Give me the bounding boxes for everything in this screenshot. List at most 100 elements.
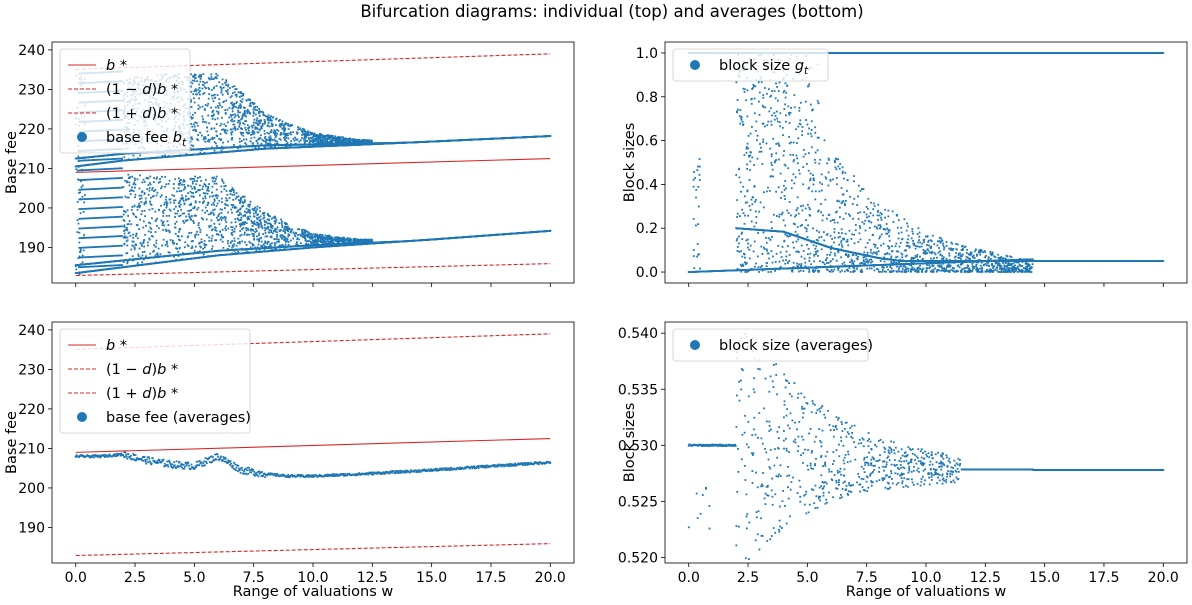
scatter-point bbox=[239, 146, 241, 149]
scatter-point bbox=[221, 93, 224, 96]
scatter-point bbox=[302, 133, 305, 135]
scatter-point bbox=[226, 129, 229, 132]
scatter-point bbox=[210, 229, 213, 232]
scatter-point bbox=[254, 231, 257, 233]
scatter-point bbox=[200, 75, 202, 78]
scatter-point bbox=[320, 136, 323, 138]
scatter-point bbox=[219, 133, 222, 135]
scatter-point bbox=[227, 83, 230, 86]
scatter-point bbox=[310, 242, 313, 245]
scatter-point bbox=[287, 144, 289, 146]
scatter-point bbox=[256, 109, 259, 111]
scatter-point bbox=[207, 190, 210, 192]
scatter-point bbox=[269, 226, 272, 229]
scatter-point bbox=[247, 210, 250, 213]
scatter-point bbox=[240, 132, 243, 134]
scatter-point bbox=[222, 86, 225, 89]
scatter-point bbox=[316, 244, 319, 247]
scatter-point bbox=[191, 180, 194, 183]
scatter-point bbox=[314, 243, 316, 246]
scatter-point bbox=[301, 229, 303, 231]
scatter-point bbox=[213, 226, 216, 229]
scatter-point bbox=[285, 136, 288, 139]
scatter-point bbox=[126, 181, 128, 184]
scatter-point bbox=[185, 198, 187, 201]
scatter-point bbox=[157, 227, 160, 230]
scatter-point bbox=[294, 136, 297, 139]
scatter-point bbox=[312, 138, 314, 140]
scatter-point bbox=[197, 75, 200, 78]
scatter-point bbox=[274, 227, 277, 230]
scatter-point bbox=[143, 250, 146, 253]
scatter-point bbox=[239, 111, 241, 114]
scatter-point bbox=[211, 185, 214, 188]
scatter-point bbox=[203, 243, 206, 245]
scatter-point bbox=[218, 219, 220, 221]
scatter-point bbox=[202, 93, 204, 95]
scatter-point bbox=[274, 221, 277, 223]
scatter-point bbox=[225, 190, 228, 192]
scatter-point bbox=[221, 78, 224, 81]
scatter-point bbox=[232, 204, 235, 206]
scatter-point bbox=[149, 175, 152, 178]
scatter-point bbox=[339, 243, 342, 245]
scatter-point bbox=[296, 241, 298, 244]
scatter-point bbox=[236, 242, 239, 244]
scatter-point bbox=[246, 109, 249, 111]
scatter-point bbox=[155, 218, 158, 221]
scatter-point bbox=[193, 97, 195, 100]
scatter-point bbox=[161, 155, 164, 157]
scatter-point bbox=[126, 196, 129, 199]
scatter-point bbox=[311, 136, 314, 139]
scatter-point bbox=[213, 93, 216, 96]
scatter-point bbox=[225, 197, 227, 200]
scatter-point bbox=[269, 142, 271, 145]
scatter-point bbox=[178, 231, 180, 233]
scatter-point bbox=[132, 236, 134, 239]
scatter-point bbox=[290, 228, 292, 231]
scatter-point bbox=[201, 115, 204, 118]
scatter-point bbox=[143, 193, 146, 195]
scatter-point bbox=[162, 220, 165, 223]
scatter-point bbox=[199, 80, 202, 83]
scatter-point bbox=[149, 226, 152, 229]
scatter-point bbox=[246, 112, 249, 115]
scatter-point bbox=[233, 227, 236, 230]
scatter-point bbox=[280, 229, 282, 231]
scatter-point bbox=[139, 242, 142, 244]
scatter-point bbox=[156, 176, 158, 179]
scatter-point bbox=[257, 234, 260, 237]
scatter-point bbox=[161, 185, 163, 188]
scatter-point bbox=[252, 228, 254, 231]
scatter-point bbox=[259, 110, 262, 113]
scatter-point bbox=[308, 141, 311, 144]
scatter-point bbox=[342, 239, 344, 241]
scatter-point bbox=[294, 142, 297, 145]
scatter-point bbox=[132, 245, 135, 248]
scatter-point bbox=[296, 237, 299, 240]
scatter-point bbox=[283, 129, 285, 132]
scatter-point bbox=[221, 240, 224, 243]
scatter-point bbox=[241, 114, 244, 117]
scatter-point bbox=[198, 87, 201, 89]
scatter-point bbox=[122, 213, 125, 216]
scatter-point bbox=[290, 133, 292, 136]
scatter-point bbox=[202, 81, 204, 83]
scatter-point bbox=[231, 120, 234, 123]
scatter-point bbox=[359, 241, 362, 243]
scatter-point bbox=[252, 229, 255, 232]
scatter-point bbox=[204, 136, 207, 138]
scatter-point bbox=[332, 242, 335, 244]
scatter-point bbox=[143, 239, 146, 241]
scatter-point bbox=[215, 205, 218, 207]
scatter-point bbox=[273, 143, 276, 146]
scatter-point bbox=[227, 227, 230, 230]
scatter-point bbox=[287, 124, 290, 127]
scatter-point bbox=[220, 216, 223, 219]
scatter-point bbox=[267, 145, 269, 147]
scatter-point bbox=[233, 144, 235, 146]
scatter-point bbox=[186, 253, 189, 255]
scatter-point bbox=[169, 209, 172, 212]
scatter-point bbox=[190, 123, 193, 125]
scatter-point bbox=[128, 220, 131, 222]
